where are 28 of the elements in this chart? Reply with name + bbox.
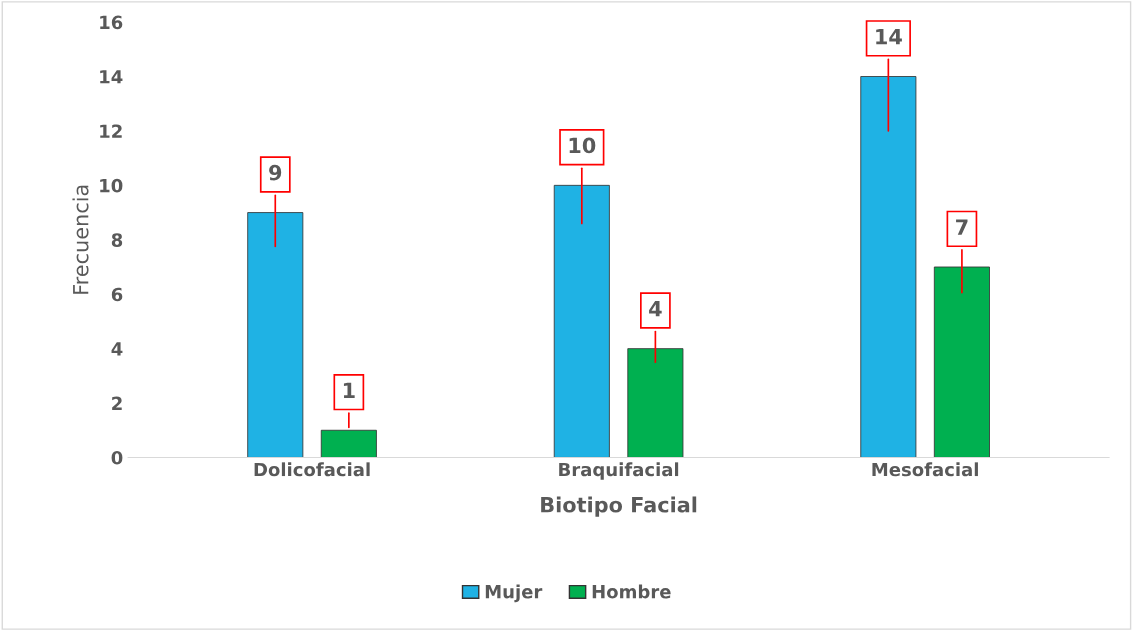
data-label: 10: [569, 137, 596, 154]
bar: [320, 429, 377, 458]
x-axis-title: Biotipo Facial: [541, 496, 697, 517]
x-tick-label: Dolicofacial: [254, 462, 370, 477]
y-tick-label: 12: [100, 124, 122, 138]
bar: [553, 184, 610, 458]
y-tick-label: 6: [111, 287, 123, 302]
bar: [247, 212, 304, 458]
bar: [933, 266, 990, 458]
data-label: 14: [876, 28, 902, 45]
y-axis-title: Frecuencia: [72, 185, 89, 294]
data-label: 4: [649, 301, 662, 317]
legend-label: Mujer: [485, 584, 543, 603]
x-tick-label: Mesofacial: [872, 462, 978, 477]
y-tick-label: 4: [111, 342, 123, 356]
x-tick-label: Braquifacial: [559, 462, 679, 480]
bar: [860, 76, 917, 458]
y-tick-label: 2: [112, 396, 122, 410]
y-tick-label: 10: [100, 178, 123, 193]
bar: [627, 348, 684, 458]
legend-label: Hombre: [592, 584, 671, 599]
data-label: 9: [269, 164, 282, 181]
y-tick-label: 0: [111, 450, 123, 465]
y-tick-label: 14: [100, 70, 123, 84]
y-tick-label: 8: [111, 233, 123, 247]
data-label: 7: [956, 219, 968, 235]
data-label: 1: [343, 382, 355, 398]
y-tick-label: 16: [100, 15, 123, 30]
